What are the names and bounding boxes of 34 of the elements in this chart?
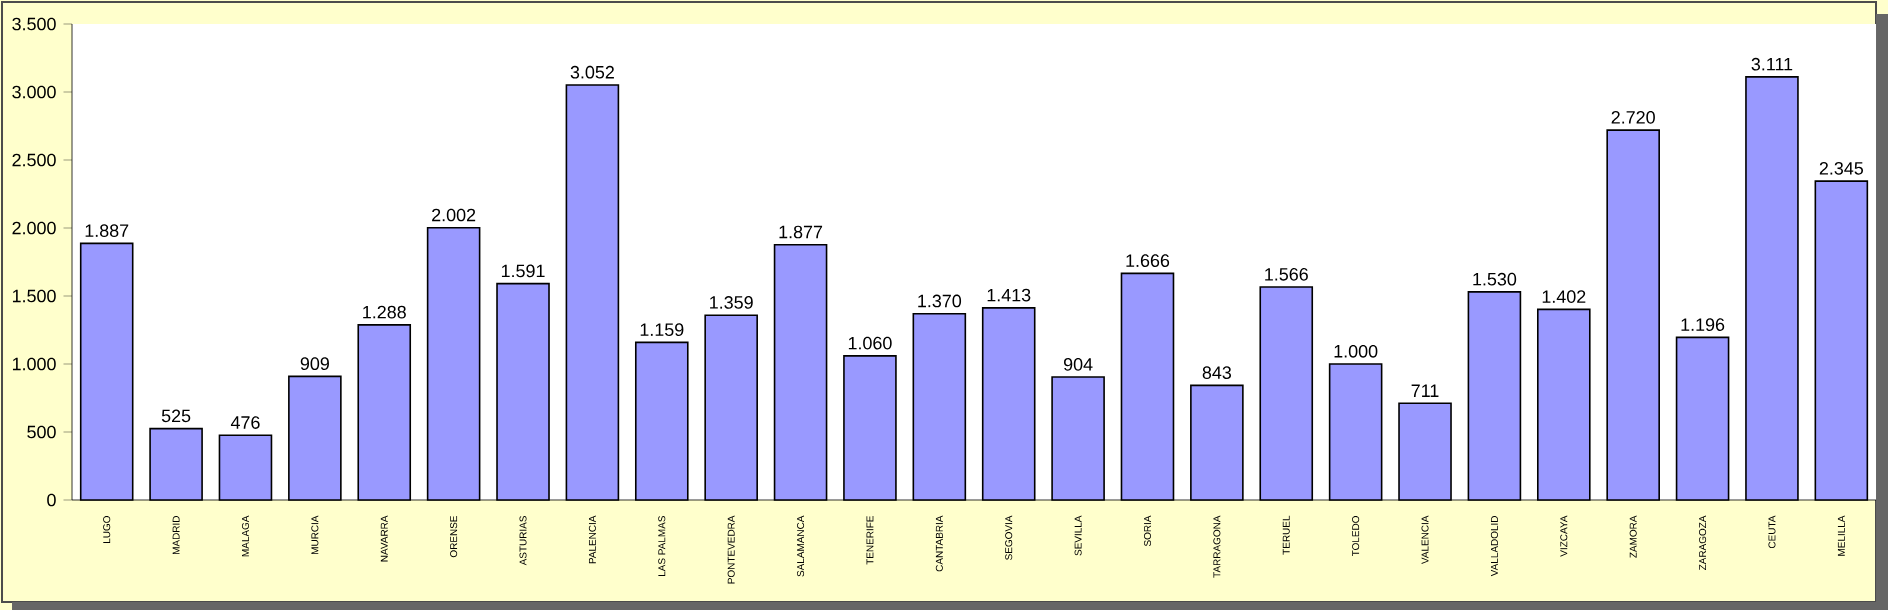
data-label: 1.530	[1473, 272, 1517, 286]
y-tick-label: 3.000	[12, 85, 56, 99]
data-label: 1.159	[640, 323, 684, 337]
data-label: 1.877	[779, 225, 823, 239]
data-label: 1.288	[363, 305, 406, 319]
data-label: 1.370	[918, 294, 962, 308]
data-label: 476	[230, 416, 260, 429]
data-label: 3.111	[1751, 57, 1793, 71]
data-label: 843	[1202, 366, 1232, 379]
y-tick-label: 1.500	[12, 289, 56, 303]
data-label: 1.060	[848, 336, 892, 350]
data-label: 1.591	[501, 264, 545, 278]
data-label: 1.402	[1542, 290, 1586, 303]
y-tick-label: 1.000	[12, 357, 56, 371]
data-label: 1.196	[1681, 318, 1725, 331]
y-tick-label: 2.500	[12, 153, 56, 167]
data-label: 904	[1063, 357, 1093, 371]
data-label: 1.666	[1126, 254, 1170, 268]
y-tick-label: 0	[47, 493, 56, 507]
data-label: 3.052	[570, 65, 614, 79]
data-label: 1.566	[1265, 267, 1308, 281]
data-label: 1.359	[710, 296, 753, 309]
data-label: 909	[300, 357, 329, 371]
y-tick-label: 500	[27, 425, 56, 439]
data-label: 711	[1411, 384, 1439, 397]
data-label: 1.413	[987, 288, 1031, 302]
y-tick-label: 3.500	[12, 17, 56, 31]
data-label: 2.720	[1611, 111, 1655, 124]
data-label: 1.000	[1334, 344, 1378, 358]
data-label: 525	[161, 409, 191, 423]
y-tick-label: 2.000	[12, 221, 56, 235]
data-label: 2.002	[432, 208, 476, 222]
data-label: 1.887	[85, 224, 129, 237]
data-label: 2.345	[1819, 162, 1864, 175]
